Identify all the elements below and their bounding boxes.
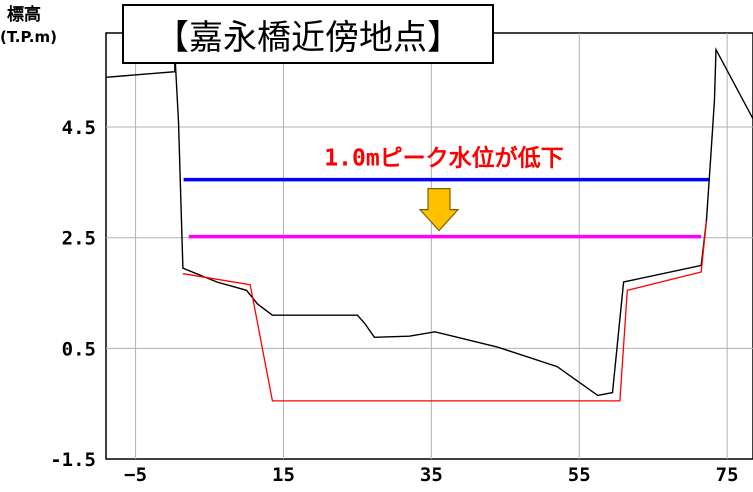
y-axis-label: 標高 (T.P.m)	[0, 4, 57, 48]
x-tick-label: 15	[272, 464, 295, 486]
y-tick-label: 0.5	[62, 338, 96, 360]
y-axis-label-line1: 標高	[7, 5, 41, 25]
y-tick-label: 2.5	[62, 228, 96, 250]
plot-frame	[105, 32, 753, 460]
y-axis-label-unit: (T.P.m)	[0, 28, 57, 46]
x-tick-label: −5	[124, 464, 147, 486]
y-tick-label: 4.5	[62, 117, 96, 139]
series-line-black	[105, 46, 753, 397]
x-tick-label: 75	[716, 464, 739, 486]
series-group	[105, 46, 753, 402]
x-tick-label: 35	[420, 464, 443, 486]
x-tick-label: 55	[568, 464, 591, 486]
down-arrow-icon	[418, 188, 460, 232]
chart-title-text: 【嘉永橋近傍地点】	[155, 17, 461, 58]
tick-labels: −5 15 35 55 75 -1.5 0.5 2.5 4.5	[50, 117, 738, 486]
series-line-red	[182, 221, 708, 402]
chart-title: 【嘉永橋近傍地点】	[122, 4, 494, 64]
y-tick-label: -1.5	[50, 449, 96, 471]
annotations: 1.0mピーク水位が低下	[324, 145, 564, 232]
annotation-text: 1.0mピーク水位が低下	[324, 145, 563, 172]
grid	[105, 32, 753, 460]
